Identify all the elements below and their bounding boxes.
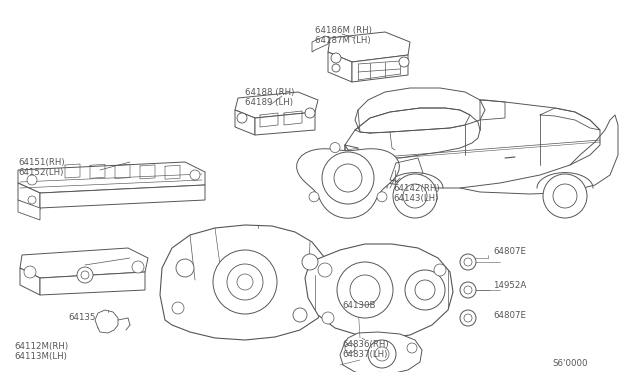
- Circle shape: [368, 340, 396, 368]
- Circle shape: [407, 343, 417, 353]
- Polygon shape: [345, 108, 480, 158]
- Circle shape: [460, 254, 476, 270]
- Circle shape: [415, 280, 435, 300]
- Circle shape: [393, 174, 437, 218]
- Circle shape: [77, 267, 93, 283]
- Circle shape: [403, 184, 427, 208]
- Circle shape: [237, 274, 253, 290]
- Circle shape: [345, 343, 355, 353]
- Circle shape: [399, 57, 409, 67]
- Circle shape: [318, 263, 332, 277]
- Circle shape: [334, 164, 362, 192]
- Circle shape: [350, 275, 380, 305]
- Text: 64186M (RH): 64186M (RH): [315, 26, 372, 35]
- Text: 64807E: 64807E: [493, 311, 526, 320]
- Polygon shape: [235, 110, 255, 135]
- Circle shape: [337, 262, 393, 318]
- Polygon shape: [352, 55, 408, 82]
- Text: 64112M(RH): 64112M(RH): [14, 341, 68, 350]
- Circle shape: [322, 152, 374, 204]
- Circle shape: [331, 53, 341, 63]
- Polygon shape: [160, 225, 330, 340]
- Text: 64135: 64135: [68, 314, 95, 323]
- Circle shape: [305, 108, 315, 118]
- Circle shape: [176, 259, 194, 277]
- Circle shape: [237, 113, 247, 123]
- Polygon shape: [40, 185, 205, 208]
- Text: 64187M (LH): 64187M (LH): [315, 35, 371, 45]
- Polygon shape: [235, 92, 318, 118]
- Circle shape: [28, 196, 36, 204]
- Polygon shape: [20, 268, 40, 295]
- Circle shape: [302, 254, 318, 270]
- Circle shape: [24, 266, 36, 278]
- Text: 14952A: 14952A: [493, 280, 526, 289]
- Polygon shape: [20, 248, 148, 278]
- Text: 64188 (RH): 64188 (RH): [245, 87, 294, 96]
- Circle shape: [332, 64, 340, 72]
- Polygon shape: [305, 244, 453, 338]
- Circle shape: [330, 142, 340, 153]
- Polygon shape: [312, 36, 330, 52]
- Text: 64152(LH): 64152(LH): [18, 169, 63, 177]
- Circle shape: [460, 310, 476, 326]
- Circle shape: [322, 312, 334, 324]
- Circle shape: [543, 174, 587, 218]
- Text: 64113M(LH): 64113M(LH): [14, 352, 67, 360]
- Text: 64837(LH): 64837(LH): [342, 350, 387, 359]
- Text: 64189 (LH): 64189 (LH): [245, 97, 293, 106]
- Circle shape: [464, 314, 472, 322]
- Polygon shape: [328, 32, 410, 62]
- Circle shape: [434, 264, 446, 276]
- Circle shape: [309, 192, 319, 202]
- Polygon shape: [328, 52, 352, 82]
- Circle shape: [213, 250, 277, 314]
- Circle shape: [375, 347, 389, 361]
- Polygon shape: [18, 183, 40, 210]
- Polygon shape: [18, 162, 205, 193]
- Circle shape: [81, 271, 89, 279]
- Polygon shape: [18, 200, 40, 220]
- Circle shape: [293, 308, 307, 322]
- Circle shape: [172, 302, 184, 314]
- Circle shape: [190, 170, 200, 180]
- Polygon shape: [255, 112, 315, 135]
- Text: S6'0000: S6'0000: [552, 359, 588, 368]
- Circle shape: [405, 270, 445, 310]
- Circle shape: [464, 258, 472, 266]
- Text: 64130B: 64130B: [342, 301, 376, 311]
- Text: 64142(RH): 64142(RH): [393, 183, 440, 192]
- Circle shape: [464, 286, 472, 294]
- Circle shape: [227, 264, 263, 300]
- Circle shape: [132, 261, 144, 273]
- Text: 64151(RH): 64151(RH): [18, 158, 65, 167]
- Text: 64807E: 64807E: [493, 247, 526, 257]
- Text: 64836(RH): 64836(RH): [342, 340, 388, 350]
- Circle shape: [377, 192, 387, 202]
- Text: 64143(LH): 64143(LH): [393, 193, 438, 202]
- Circle shape: [27, 175, 37, 185]
- Polygon shape: [40, 272, 145, 295]
- Circle shape: [460, 282, 476, 298]
- Polygon shape: [340, 332, 422, 372]
- Circle shape: [553, 184, 577, 208]
- Polygon shape: [296, 149, 399, 218]
